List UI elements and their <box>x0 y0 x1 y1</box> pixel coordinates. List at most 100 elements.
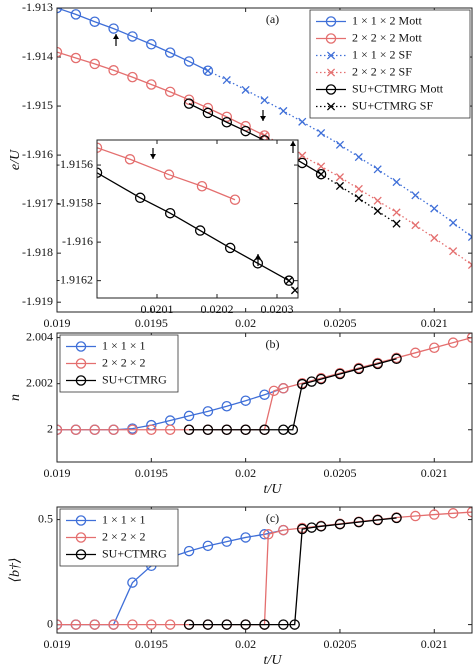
data-marker <box>146 79 157 90</box>
data-marker <box>108 23 119 34</box>
data-marker <box>290 286 298 295</box>
y-tick-label: 0.5 <box>38 511 53 525</box>
data-marker <box>183 545 195 557</box>
data-marker <box>467 232 472 242</box>
data-marker <box>240 424 251 435</box>
legend-label: 2 × 2 × 2 <box>102 355 146 369</box>
x-tick-label: 0.0205 <box>323 316 356 330</box>
legend-label: SU+CTMRG <box>102 546 167 560</box>
data-marker <box>221 619 233 630</box>
x-tick-label: 0.0195 <box>135 316 168 330</box>
data-marker <box>202 107 214 119</box>
x-axis-label: t/U <box>264 482 283 497</box>
x-tick-label: 0.019 <box>44 316 71 330</box>
data-marker <box>146 39 157 50</box>
panel-label: (a) <box>266 12 279 26</box>
legend-marker <box>75 358 87 369</box>
series-line <box>189 358 397 431</box>
data-marker <box>373 165 382 174</box>
y-tick-label: -1.9158 <box>56 195 93 209</box>
data-marker <box>221 401 233 412</box>
data-marker <box>70 52 82 64</box>
data-marker <box>315 168 327 180</box>
legend-marker <box>75 375 87 386</box>
x-tick-label: 0.019 <box>44 637 71 651</box>
data-marker <box>240 532 251 543</box>
data-marker <box>164 47 176 58</box>
data-marker <box>315 521 327 532</box>
legend-marker <box>326 51 336 60</box>
data-marker <box>410 347 421 359</box>
data-marker <box>411 221 420 230</box>
data-marker <box>196 180 208 192</box>
data-marker <box>334 368 346 380</box>
x-tick-label: 0.0195 <box>135 637 168 651</box>
data-marker <box>183 424 195 435</box>
data-marker <box>447 337 459 348</box>
data-marker <box>241 85 250 94</box>
data-marker <box>391 512 402 524</box>
data-marker <box>183 410 195 422</box>
data-marker <box>127 619 138 630</box>
y-tick-label: 2.004 <box>26 329 53 343</box>
data-marker <box>164 424 176 435</box>
series-line <box>189 517 397 626</box>
data-marker <box>296 378 308 390</box>
data-marker <box>430 204 439 213</box>
data-marker <box>298 151 307 160</box>
legend-marker <box>75 515 87 526</box>
series-line <box>188 103 322 175</box>
x-tick-label: 0.019 <box>44 466 71 480</box>
arrow-head <box>290 141 296 146</box>
data-marker <box>354 194 363 203</box>
data-marker <box>278 383 289 394</box>
data-marker <box>240 619 251 630</box>
data-marker <box>202 406 214 417</box>
legend-label: 2 × 2 × 2 Mott <box>352 30 423 44</box>
data-marker <box>410 510 421 522</box>
data-marker <box>287 424 299 435</box>
data-marker <box>108 65 119 76</box>
series-group <box>57 8 472 269</box>
data-marker <box>353 363 365 375</box>
data-marker <box>163 169 175 180</box>
legend-marker <box>75 549 87 560</box>
y-tick-label: -1.9162 <box>56 272 93 286</box>
y-tick-label: -1.916 <box>62 234 93 248</box>
y-tick-label: -1.913 <box>22 0 53 14</box>
y-axis-label: ⟨b†⟩ <box>8 558 23 583</box>
legend-marker <box>75 532 87 543</box>
data-marker <box>447 508 459 519</box>
legend-label: 2 × 2 × 2 SF <box>352 64 412 78</box>
legend-marker <box>325 33 337 44</box>
data-marker <box>89 424 100 435</box>
legend-marker <box>326 102 336 111</box>
series-line <box>57 336 472 431</box>
data-marker <box>449 247 458 256</box>
series-line <box>207 70 472 238</box>
x-tick-label: 0.02 <box>235 466 256 480</box>
data-marker <box>202 619 214 630</box>
series-group <box>57 507 472 630</box>
data-marker <box>392 219 401 228</box>
data-marker <box>183 56 195 67</box>
y-tick-label: -1.914 <box>22 49 53 63</box>
y-tick-label: 0 <box>47 616 53 630</box>
data-marker <box>127 31 138 42</box>
data-marker <box>289 619 300 630</box>
data-marker <box>260 96 269 105</box>
legend-marker <box>325 84 337 95</box>
data-marker <box>164 619 176 630</box>
x-tick-label: 0.0195 <box>135 466 168 480</box>
y-tick-label: -1.918 <box>22 245 53 259</box>
data-marker <box>278 619 289 630</box>
panel-label: (b) <box>266 337 280 351</box>
data-marker <box>127 577 138 588</box>
data-marker <box>164 207 176 219</box>
data-marker <box>221 116 233 128</box>
data-marker <box>202 540 214 552</box>
data-marker <box>467 260 472 269</box>
data-marker <box>146 424 157 435</box>
